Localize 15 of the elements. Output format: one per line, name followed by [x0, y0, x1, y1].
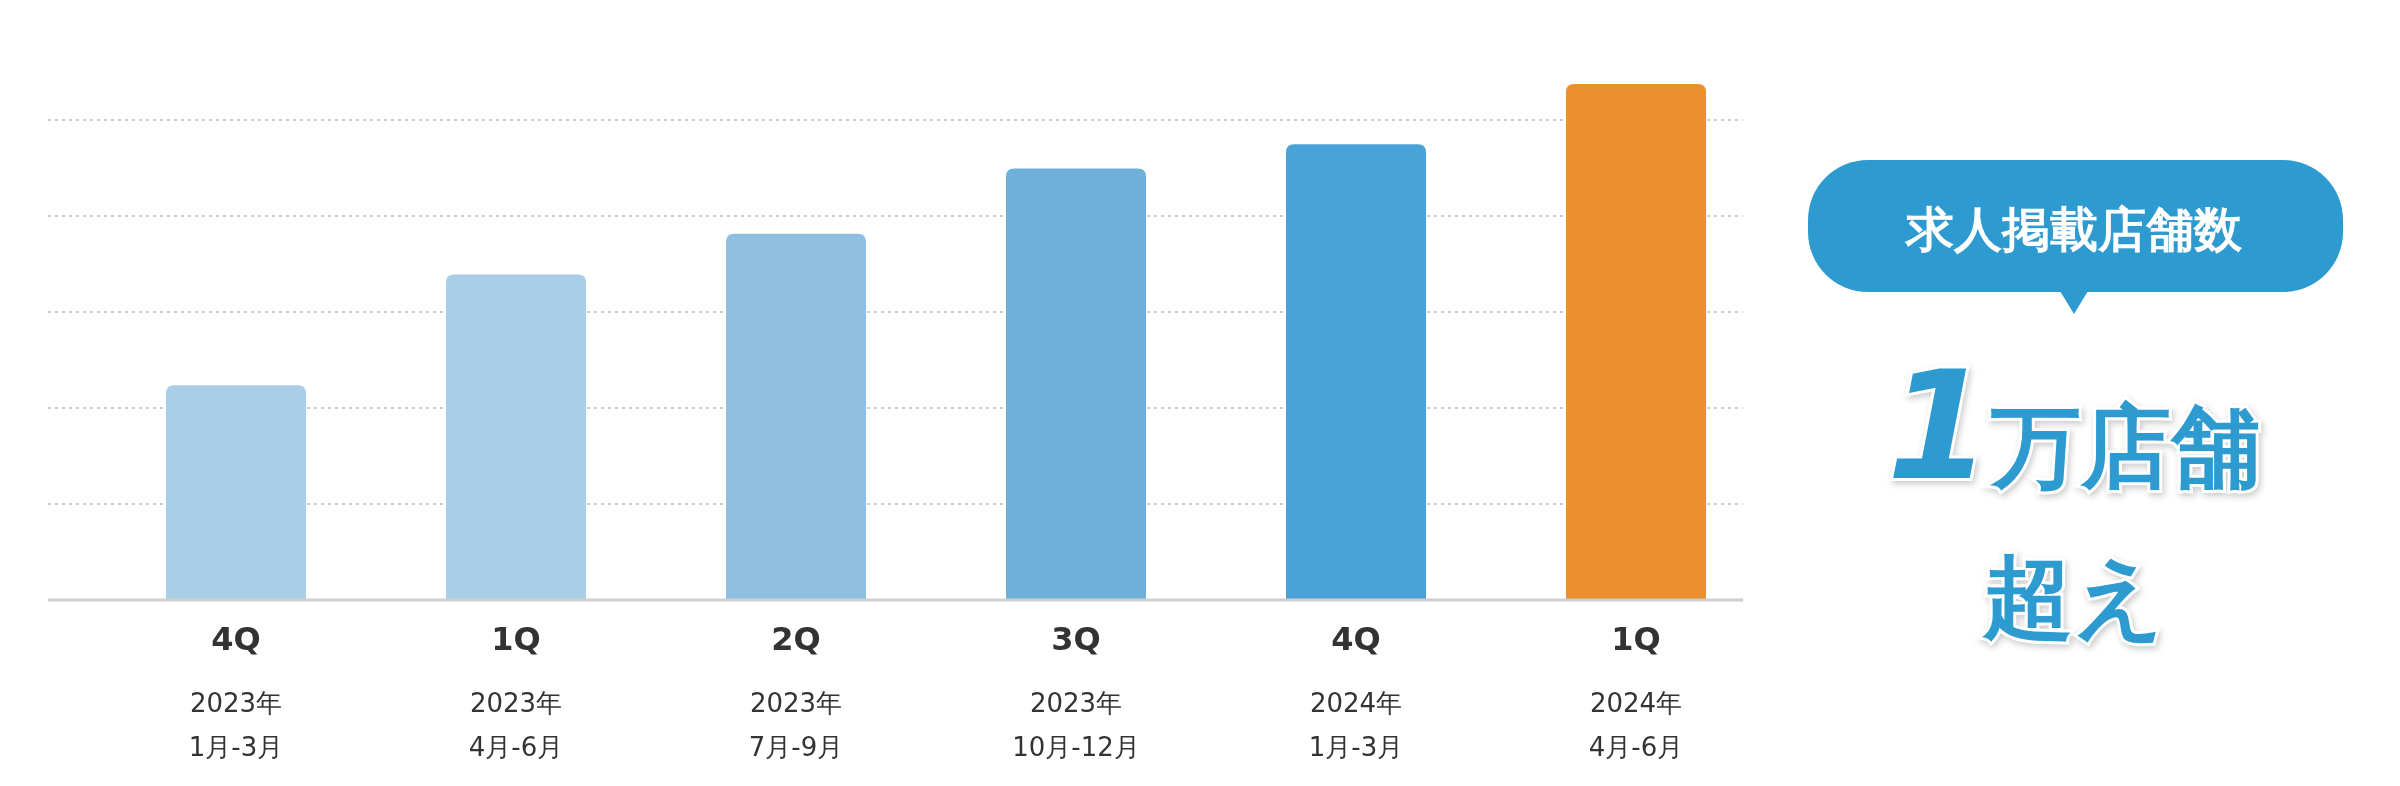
- x-tick-label: 4Q 2023年 1月-3月: [188, 620, 284, 762]
- bar: [1566, 84, 1706, 600]
- x-tick-label: 2Q 2023年 7月-9月: [748, 620, 844, 762]
- x-tick-label: 1Q 2024年 4月-6月: [1588, 620, 1684, 762]
- bar: [726, 233, 866, 600]
- x-tick-label: 1Q 2023年 4月-6月: [468, 620, 564, 762]
- x-tick-label: 4Q 2024年 1月-3月: [1308, 620, 1404, 762]
- bar: [446, 274, 586, 600]
- text: 求人掲載店舗数: [1904, 201, 2243, 257]
- text: 超え: [1982, 544, 2165, 649]
- text: 1万店舗: [1886, 339, 2262, 513]
- bar: [166, 385, 306, 600]
- x-tick-label: 3Q 2023年 10月-12月: [1012, 620, 1140, 762]
- bar: [1286, 144, 1426, 600]
- bar: [1006, 168, 1146, 600]
